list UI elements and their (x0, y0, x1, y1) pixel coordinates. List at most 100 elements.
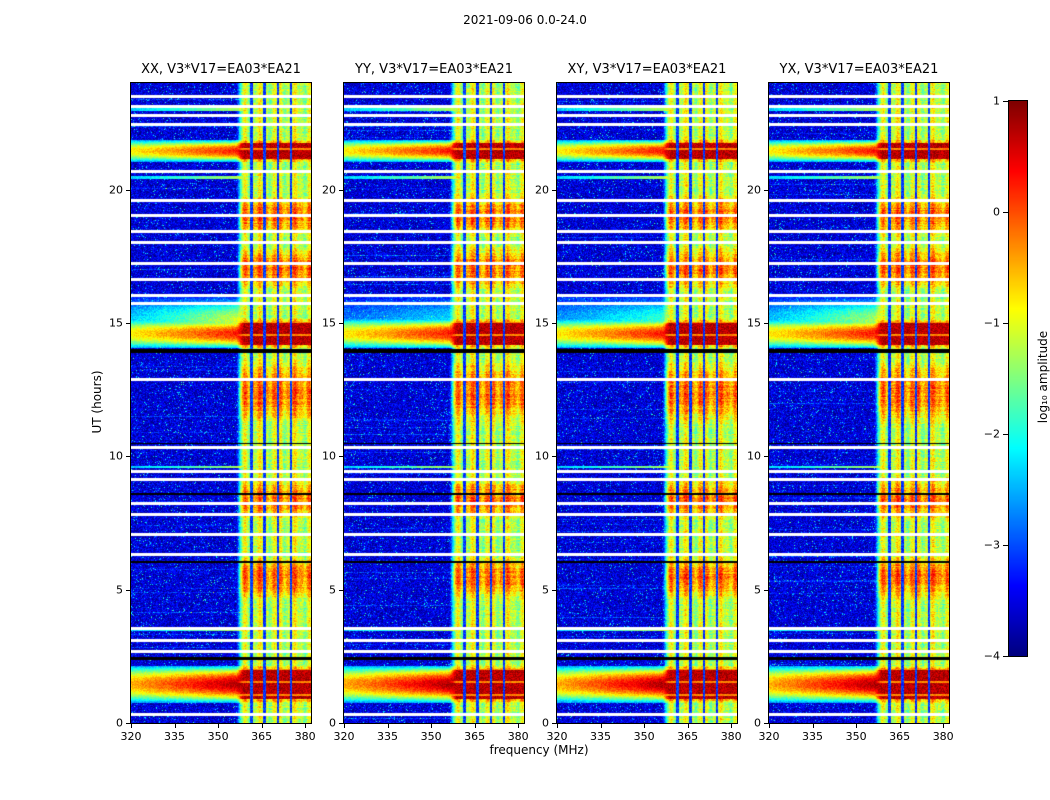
y-tick-label: 15 (322, 316, 336, 330)
x-tick-label: 365 (677, 730, 699, 743)
colorbar-tick-mark (1003, 545, 1008, 546)
x-axis-label: frequency (MHz) (489, 743, 589, 757)
x-tick-label: 335 (377, 730, 399, 743)
colorbar-tick-label: 0 (993, 205, 1000, 219)
colorbar-canvas (1009, 101, 1027, 656)
x-tick-mark (474, 723, 476, 728)
x-tick-mark (174, 723, 176, 728)
x-tick-label: 350 (207, 730, 229, 743)
x-tick-label: 335 (590, 730, 612, 743)
x-tick-mark (644, 723, 646, 728)
x-tick-label: 350 (845, 730, 867, 743)
y-tick-mark (339, 189, 343, 191)
y-tick-mark (126, 323, 130, 324)
y-tick-label: 5 (116, 583, 123, 597)
y-tick-label: 10 (535, 449, 549, 463)
y-tick-mark (764, 589, 768, 591)
y-tick-label: 5 (329, 583, 336, 597)
x-tick-mark (687, 723, 689, 728)
y-tick-mark (764, 189, 768, 191)
y-axis-label: UT (hours) (90, 370, 104, 434)
colorbar-tick-mark (1003, 656, 1008, 657)
y-tick-label: 20 (322, 183, 336, 197)
colorbar-tick-mark (1003, 212, 1008, 213)
x-tick-mark (387, 723, 389, 728)
x-tick-mark (344, 723, 345, 728)
spectrogram-canvas (557, 83, 737, 723)
panel-title: XX, V3*V17=EA03*EA21 (141, 62, 301, 77)
x-tick-label: 320 (546, 730, 568, 743)
x-tick-mark (261, 723, 263, 728)
y-tick-label: 10 (747, 449, 761, 463)
y-tick-label: 0 (542, 716, 549, 730)
colorbar-tick-mark (1003, 434, 1008, 435)
x-tick-label: 350 (633, 730, 655, 743)
y-tick-mark (764, 456, 768, 458)
y-tick-mark (339, 456, 343, 458)
x-tick-mark (557, 723, 558, 728)
y-tick-mark (552, 589, 556, 591)
y-tick-label: 15 (109, 316, 123, 330)
figure-title: 2021-09-06 0.0-24.0 (463, 13, 587, 27)
x-tick-mark (856, 723, 858, 728)
y-tick-mark (126, 589, 130, 591)
spectrogram-panel-xy: XY, V3*V17=EA03*EA21 320 335 350 365 380 0 5 10… (535, 62, 742, 743)
x-tick-label: 320 (120, 730, 142, 743)
colorbar-label: log₁₀ amplitude (1036, 330, 1050, 424)
y-tick-label: 5 (754, 583, 761, 597)
x-tick-label: 320 (333, 730, 355, 743)
y-tick-label: 15 (747, 316, 761, 330)
x-tick-mark (769, 723, 770, 728)
x-tick-mark (731, 723, 733, 728)
y-tick-mark (764, 323, 768, 324)
y-tick-mark (552, 723, 556, 724)
x-tick-mark (218, 723, 220, 728)
x-tick-label: 335 (802, 730, 824, 743)
y-tick-mark (126, 456, 130, 458)
spectrogram-panel-yy: YY, V3*V17=EA03*EA21 320 335 350 365 380 0 5 10… (322, 62, 529, 743)
colorbar-tick-mark (1003, 323, 1008, 324)
y-tick-label: 20 (535, 183, 549, 197)
y-tick-label: 10 (322, 449, 336, 463)
colorbar-tick-label: −2 (983, 427, 1000, 441)
y-tick-mark (339, 723, 343, 724)
y-tick-mark (764, 723, 768, 724)
spectrogram-canvas (344, 83, 524, 723)
x-tick-mark (812, 723, 814, 728)
y-tick-mark (126, 189, 130, 191)
y-tick-mark (552, 189, 556, 191)
y-tick-label: 10 (109, 449, 123, 463)
y-tick-label: 5 (542, 583, 549, 597)
y-tick-label: 20 (109, 183, 123, 197)
colorbar-tick-label: −3 (983, 538, 1000, 552)
x-tick-mark (431, 723, 433, 728)
spectrogram-panel-yx: YX, V3*V17=EA03*EA21 320 335 350 365 380 0 5 10… (747, 62, 954, 743)
x-tick-label: 365 (464, 730, 486, 743)
y-tick-mark (339, 589, 343, 591)
panel-title: XY, V3*V17=EA03*EA21 (567, 62, 727, 77)
colorbar: 1 0 −1 −2 −3 −4 (984, 95, 1028, 663)
x-tick-label: 350 (420, 730, 442, 743)
spectrogram-panel-xx: XX, V3*V17=EA03*EA21 320 335 350 365 380 0 5 10… (109, 62, 316, 743)
x-tick-mark (899, 723, 901, 728)
y-tick-label: 0 (329, 716, 336, 730)
colorbar-tick-mark (1003, 101, 1008, 102)
y-tick-label: 15 (535, 316, 549, 330)
x-tick-mark (518, 723, 520, 728)
x-tick-mark (943, 723, 945, 728)
y-tick-mark (552, 456, 556, 458)
y-tick-label: 0 (116, 716, 123, 730)
x-tick-label: 380 (932, 730, 954, 743)
y-tick-mark (552, 323, 556, 324)
colorbar-tick-label: 1 (993, 94, 1000, 108)
x-tick-label: 335 (164, 730, 186, 743)
colorbar-tick-label: −1 (983, 316, 1000, 330)
y-tick-mark (126, 723, 130, 724)
x-tick-mark (305, 723, 307, 728)
x-tick-mark (131, 723, 132, 728)
x-tick-label: 380 (507, 730, 529, 743)
spectrogram-canvas (769, 83, 949, 723)
panel-title: YX, V3*V17=EA03*EA21 (779, 62, 939, 77)
x-tick-label: 365 (889, 730, 911, 743)
spectrogram-canvas (131, 83, 311, 723)
